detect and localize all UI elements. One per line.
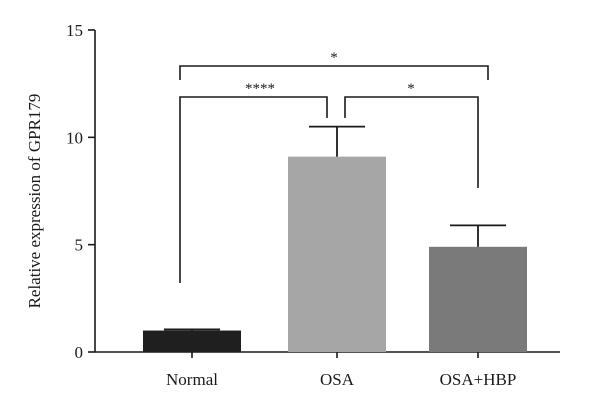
- error-bars: [164, 125, 506, 331]
- significance-brackets: **** **: [179, 50, 489, 283]
- x-tick-label: OSA+HBP: [440, 370, 517, 389]
- significance-label: *: [330, 50, 338, 66]
- significance-bracket: [179, 65, 489, 80]
- x-tick-label: Normal: [166, 370, 218, 389]
- x-tick-labels: Normal OSA OSA+HBP: [166, 370, 516, 389]
- y-axis-title: Relative expression of GPR179: [25, 94, 44, 309]
- significance-bracket: [344, 96, 479, 188]
- significance-bracket: [179, 96, 328, 283]
- significance-label: *: [407, 81, 415, 97]
- bar-osa: [288, 156, 386, 352]
- bar-normal: [143, 330, 241, 352]
- significance-label: ****: [245, 81, 275, 97]
- bars: [143, 156, 527, 352]
- y-tick-label: 15: [66, 21, 83, 40]
- y-tick-label: 0: [75, 343, 84, 362]
- y-tick-label: 10: [66, 128, 83, 147]
- y-tick-labels: 0 5 10 15: [66, 21, 83, 362]
- bar-osa-hbp: [429, 246, 527, 352]
- x-tick-label: OSA: [320, 370, 355, 389]
- y-tick-label: 5: [75, 236, 84, 255]
